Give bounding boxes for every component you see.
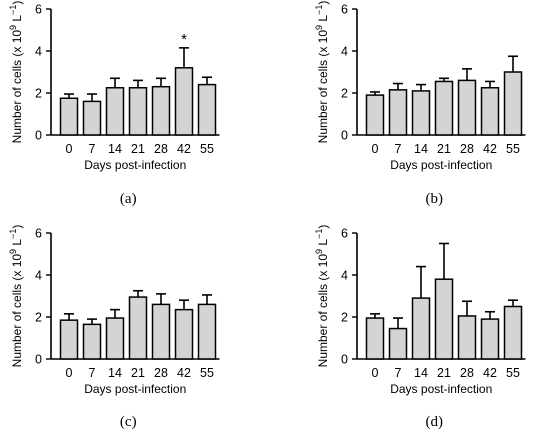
bar-day-42 xyxy=(174,308,194,360)
bar-day-14 xyxy=(105,317,125,360)
y-axis-title: Number of cells (x 109 L−1) xyxy=(8,1,24,144)
x-tick-label: 28 xyxy=(460,366,474,380)
bar-day-0 xyxy=(59,319,79,360)
chart-panel-a: 0 2 4 6 0 7 14 21 28 42 * 55 Days post-infection Numb… xyxy=(8,1,220,207)
x-tick-label: 42 xyxy=(483,142,497,156)
x-tick-label: 14 xyxy=(108,366,122,380)
x-tick-label: 0 xyxy=(372,366,379,380)
x-tick-label: 42 xyxy=(177,142,191,156)
x-tick-label: 55 xyxy=(200,366,214,380)
y-tick-label: 0 xyxy=(341,353,348,367)
y-tick-label: 0 xyxy=(35,129,42,143)
y-tick-label: 2 xyxy=(341,87,348,101)
panel-label: (c) xyxy=(120,414,137,430)
x-tick-label: 0 xyxy=(66,142,73,156)
x-tick-label: 21 xyxy=(437,142,451,156)
x-tick-label: 55 xyxy=(200,142,214,156)
bar-day-14 xyxy=(105,87,125,136)
bar-day-7 xyxy=(388,89,408,136)
y-tick-label: 2 xyxy=(341,311,348,325)
bar-day-42 xyxy=(480,87,500,136)
bar-day-42 xyxy=(480,318,500,360)
x-tick-label: 28 xyxy=(154,142,168,156)
x-tick-label: 21 xyxy=(131,142,145,156)
bar-day-7 xyxy=(82,323,102,360)
x-tick-label: 0 xyxy=(372,142,379,156)
bar-day-28 xyxy=(457,315,477,360)
x-axis-title: Days post-infection xyxy=(84,382,186,396)
y-axis-title: Number of cells (x 109 L−1) xyxy=(8,225,24,368)
x-axis-title: Days post-infection xyxy=(390,382,492,396)
bar-day-55 xyxy=(197,303,217,360)
x-tick-label: 55 xyxy=(506,142,520,156)
bar-day-55 xyxy=(503,305,523,360)
bar-day-21 xyxy=(128,296,148,360)
y-tick-label: 2 xyxy=(35,87,42,101)
x-tick-label: 42 xyxy=(483,366,497,380)
y-tick-label: 4 xyxy=(35,269,42,283)
y-tick-label: 6 xyxy=(341,227,348,241)
x-axis-title: Days post-infection xyxy=(84,158,186,172)
y-axis-title: Number of cells (x 109 L−1) xyxy=(314,1,330,144)
bar-day-42 xyxy=(174,67,194,136)
bar-day-0 xyxy=(59,97,79,136)
y-axis-title: Number of cells (x 109 L−1) xyxy=(314,225,330,368)
x-tick-label: 7 xyxy=(395,142,402,156)
bar-day-0 xyxy=(365,94,385,136)
y-tick-label: 2 xyxy=(35,311,42,325)
y-tick-label: 0 xyxy=(35,353,42,367)
significance-marker: * xyxy=(181,31,187,48)
x-tick-label: 7 xyxy=(89,142,96,156)
bar-day-14 xyxy=(411,90,431,136)
y-tick-label: 6 xyxy=(341,3,348,17)
x-tick-label: 7 xyxy=(89,366,96,380)
y-tick-label: 0 xyxy=(341,129,348,143)
bar-day-55 xyxy=(503,71,523,136)
panel-label: (d) xyxy=(426,414,444,430)
bar-day-21 xyxy=(434,278,454,360)
bar-day-28 xyxy=(151,85,171,136)
panel-label: (b) xyxy=(426,191,444,207)
x-tick-label: 42 xyxy=(177,366,191,380)
bar-day-55 xyxy=(197,83,217,136)
y-tick-label: 4 xyxy=(35,45,42,59)
y-tick-label: 4 xyxy=(341,45,348,59)
x-tick-label: 14 xyxy=(414,366,428,380)
x-axis-title: Days post-infection xyxy=(390,158,492,172)
y-tick-label: 6 xyxy=(35,3,42,17)
panel-label: (a) xyxy=(120,191,137,207)
y-tick-label: 6 xyxy=(35,227,42,241)
bar-day-7 xyxy=(82,100,102,136)
x-tick-label: 14 xyxy=(414,142,428,156)
bar-day-21 xyxy=(434,80,454,136)
bar-day-21 xyxy=(128,87,148,136)
x-tick-label: 21 xyxy=(437,366,451,380)
bar-day-0 xyxy=(365,317,385,360)
x-tick-label: 55 xyxy=(506,366,520,380)
x-tick-label: 21 xyxy=(131,366,145,380)
x-tick-label: 28 xyxy=(460,142,474,156)
x-tick-label: 14 xyxy=(108,142,122,156)
chart-panel-b: 0 2 4 6 0 7 14 21 28 42 55 Days post-infection Numbe… xyxy=(314,1,526,207)
x-tick-label: 0 xyxy=(66,366,73,380)
bar-day-28 xyxy=(151,303,171,360)
bar-day-14 xyxy=(411,297,431,360)
y-tick-label: 4 xyxy=(341,269,348,283)
x-tick-label: 7 xyxy=(395,366,402,380)
bar-day-7 xyxy=(388,327,408,360)
x-tick-label: 28 xyxy=(154,366,168,380)
bar-day-28 xyxy=(457,79,477,136)
chart-panel-d: 0 2 4 6 0 7 14 21 28 42 55 Days post-infection Numbe… xyxy=(314,225,526,430)
chart-panel-c: 0 2 4 6 0 7 14 21 28 42 55 Days post-infection Numbe… xyxy=(8,225,220,430)
